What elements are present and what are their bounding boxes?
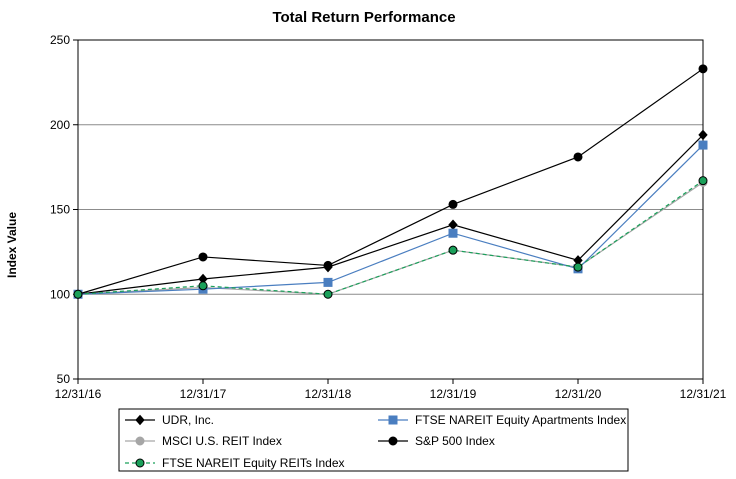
series-line	[77, 68, 704, 295]
series-group	[73, 64, 708, 300]
x-tick-label: 12/31/20	[555, 387, 602, 401]
legend-label: MSCI U.S. REIT Index	[162, 434, 282, 448]
data-point	[198, 281, 208, 291]
series-line	[77, 134, 704, 295]
data-point	[448, 199, 458, 209]
legend-marker	[388, 415, 398, 425]
data-point	[573, 262, 583, 272]
y-tick-label: 250	[50, 33, 70, 47]
x-tick-label: 12/31/18	[305, 387, 352, 401]
y-tick-label: 100	[50, 287, 70, 301]
legend-box	[118, 408, 629, 472]
x-tick-label: 12/31/17	[180, 387, 227, 401]
legend-entry: FTSE NAREIT Equity REITs Index	[125, 456, 345, 470]
legend-marker	[135, 436, 145, 446]
data-point	[448, 245, 458, 255]
series-3	[73, 64, 708, 299]
series-1	[73, 140, 708, 299]
x-tick-label: 12/31/21	[680, 387, 727, 401]
legend-entry: UDR, Inc.	[125, 413, 214, 427]
x-tick-label: 12/31/19	[430, 387, 477, 401]
legend-entry: S&P 500 Index	[378, 434, 495, 448]
data-point	[73, 289, 83, 299]
data-point	[698, 64, 708, 74]
legend-marker	[135, 458, 145, 468]
data-point	[323, 289, 333, 299]
y-tick-label: 150	[50, 203, 70, 217]
series-line	[77, 144, 704, 295]
x-axis-ticks: 12/31/16 12/31/17 12/31/18 12/31/19 12/31/20…	[55, 379, 727, 401]
data-point	[573, 152, 583, 162]
chart-title: Total Return Performance	[272, 9, 455, 26]
legend-entry: FTSE NAREIT Equity Apartments Index	[378, 413, 626, 427]
y-tick-label: 200	[50, 118, 70, 132]
legend-label: S&P 500 Index	[415, 434, 495, 448]
data-point	[698, 140, 708, 150]
legend: UDR, Inc. FTSE NAREIT Equity Apartments I…	[118, 408, 629, 472]
y-axis-ticks: 50 100 150 200 250	[50, 33, 78, 386]
series-line	[77, 180, 704, 295]
y-tick-label: 50	[57, 372, 71, 386]
series-2	[73, 177, 708, 299]
legend-marker	[388, 436, 398, 446]
data-point	[323, 260, 333, 270]
legend-label: FTSE NAREIT Equity REITs Index	[162, 456, 345, 470]
data-point	[323, 277, 333, 287]
y-axis-label: Index Value	[5, 212, 19, 278]
data-point	[698, 176, 708, 186]
data-point	[198, 252, 208, 262]
gridlines	[78, 124, 703, 295]
series-0	[73, 129, 708, 300]
legend-entry: MSCI U.S. REIT Index	[125, 434, 282, 448]
data-point	[448, 219, 458, 231]
data-point	[698, 129, 708, 141]
data-point	[448, 228, 458, 238]
legend-marker	[135, 414, 145, 426]
series-4	[73, 176, 708, 299]
legend-label: FTSE NAREIT Equity Apartments Index	[415, 413, 626, 427]
x-tick-label: 12/31/16	[55, 387, 102, 401]
legend-label: UDR, Inc.	[162, 413, 214, 427]
